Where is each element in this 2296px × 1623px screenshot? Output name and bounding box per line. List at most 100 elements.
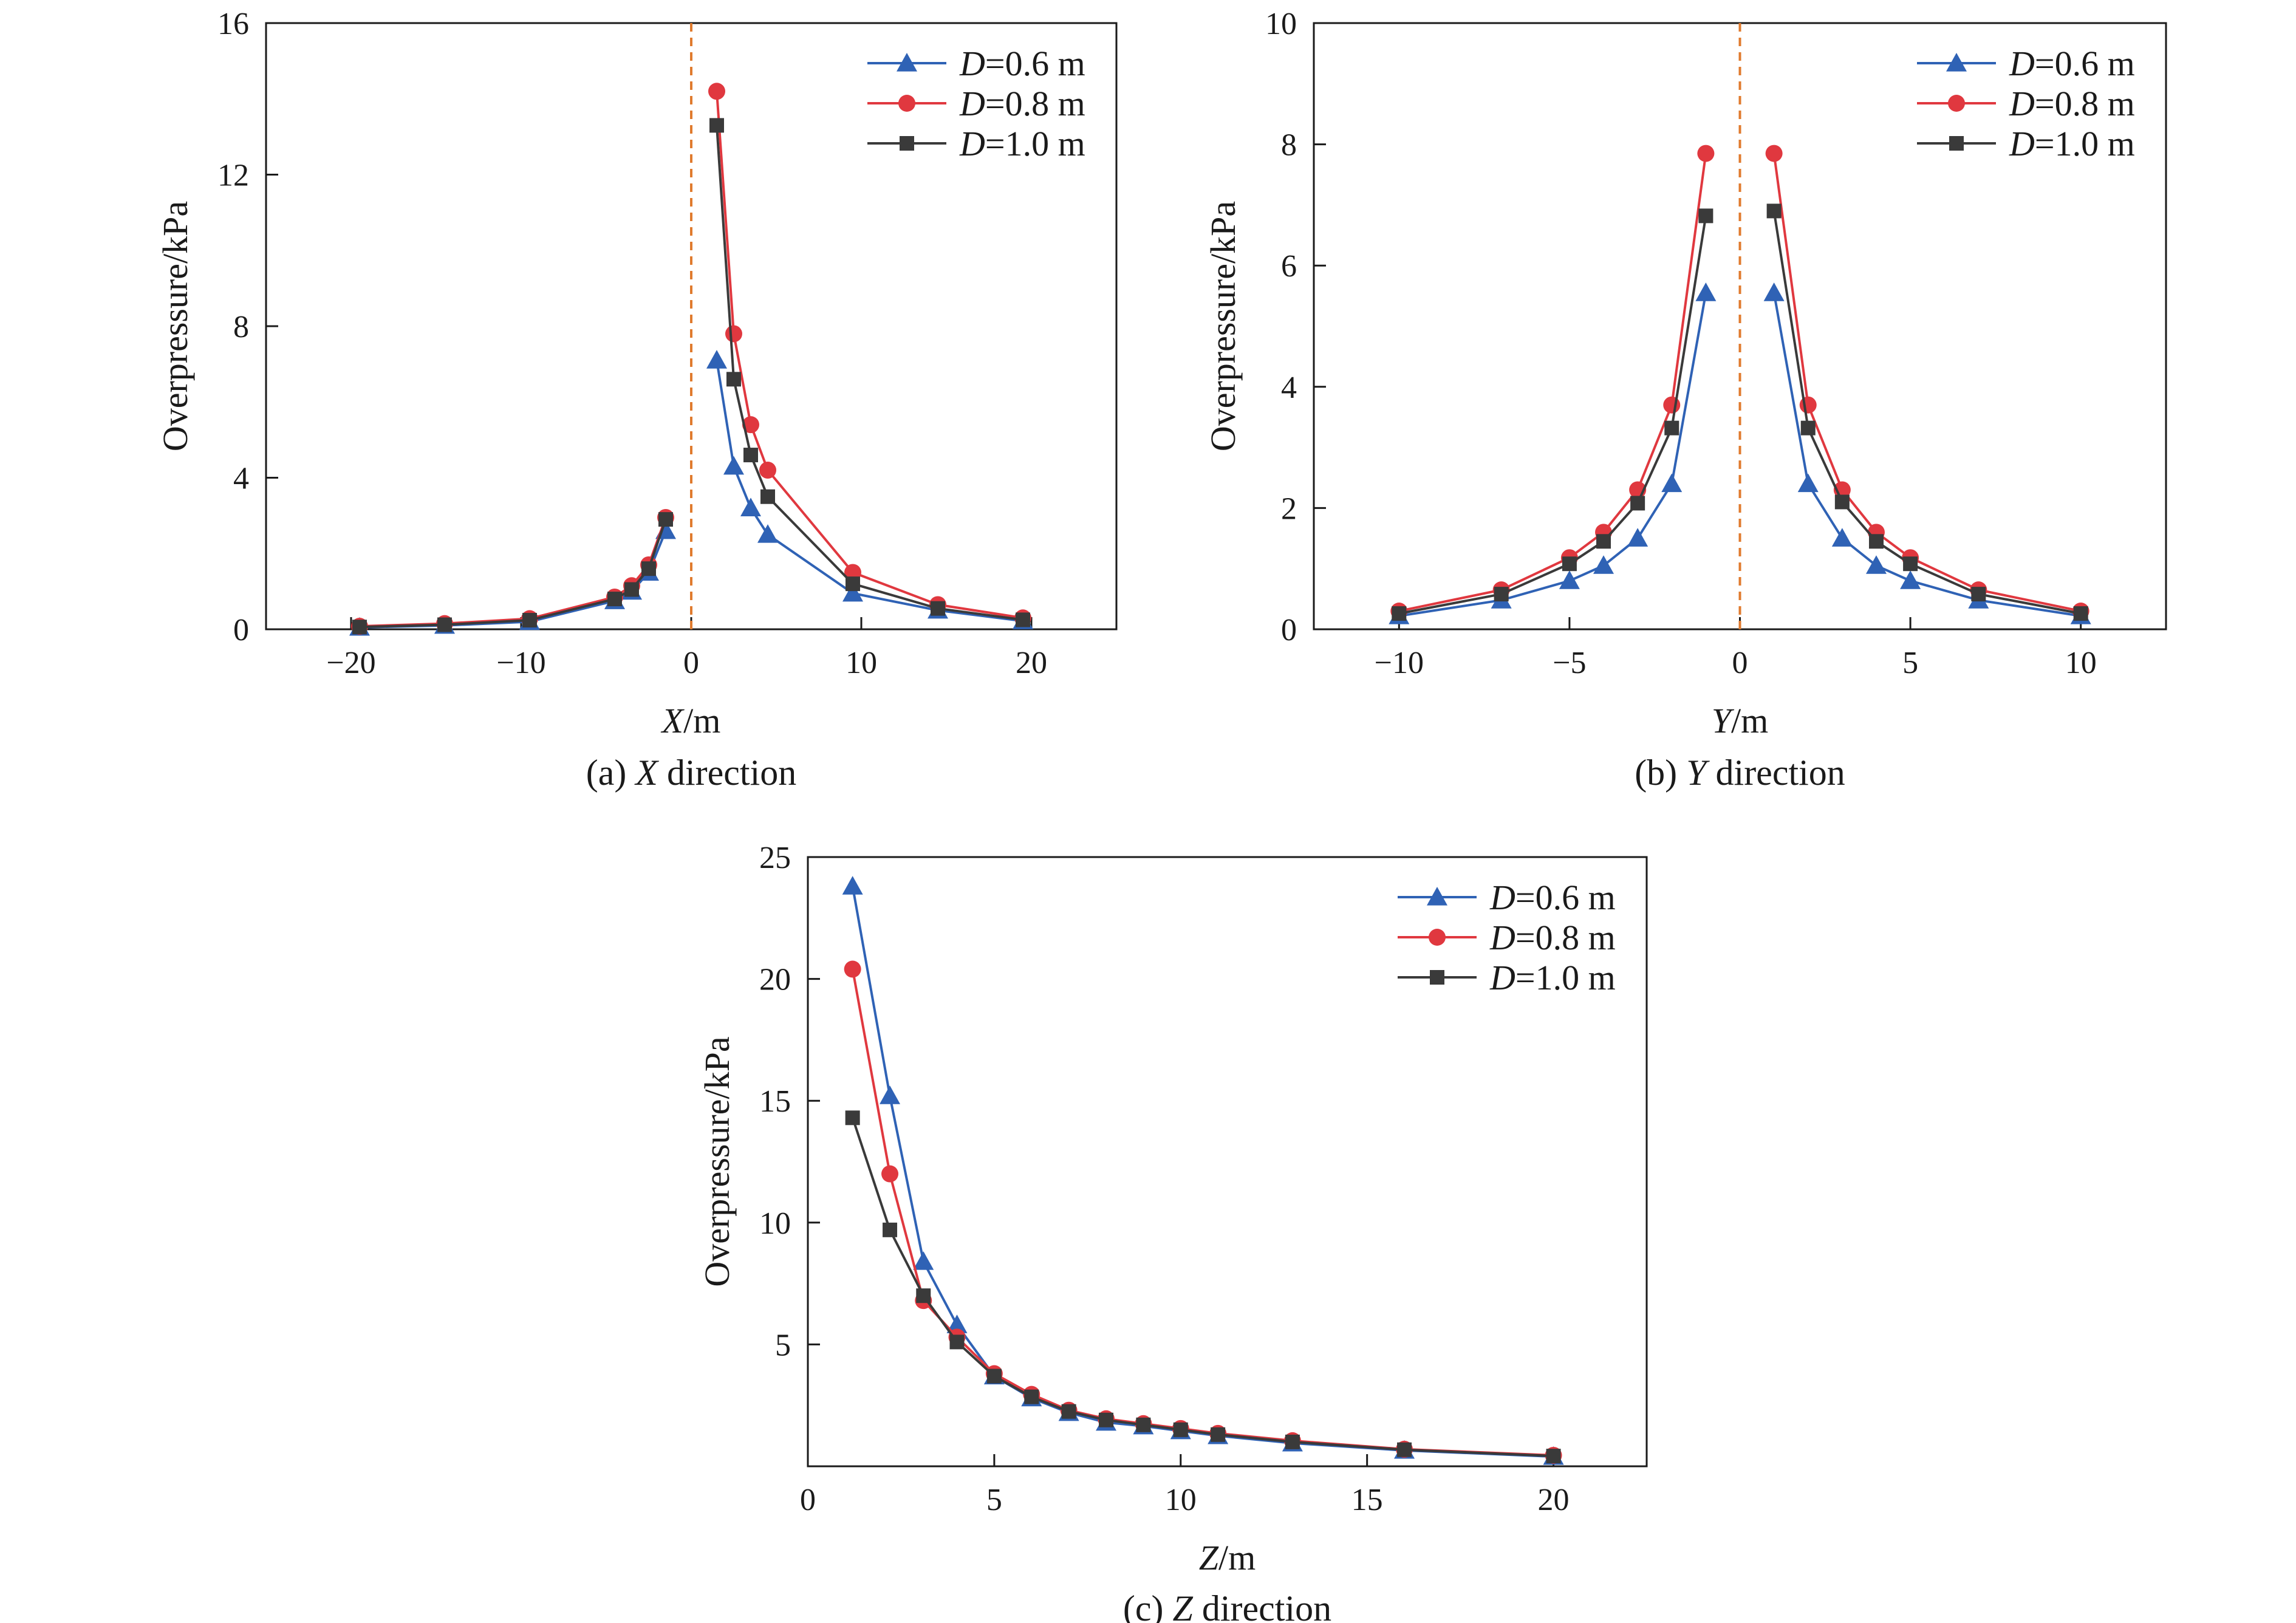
triangle-marker [880,1085,901,1104]
series-line [851,1117,1554,1458]
legend-var: D [1489,878,1515,917]
circle-marker [708,83,725,100]
series-line [359,519,667,629]
legend-label: D=0.6 m [1489,878,1616,917]
square-marker [1766,203,1782,219]
square-marker [437,617,452,632]
triangle-marker [1797,473,1819,493]
legend-label: D=0.8 m [959,84,1085,123]
legend-label: D=1.0 m [2009,124,2135,163]
x-tick-label: −5 [1553,646,1586,680]
legend-item: D=1.0 m [1398,958,1616,997]
caption-var: Y [1686,753,1710,793]
circle-marker [725,325,742,343]
x-tick-label: 5 [986,1483,1002,1517]
legend-label: D=0.8 m [1489,918,1616,957]
y-tick-label: 4 [1281,371,1297,405]
x-axis-var: Z [1199,1538,1219,1577]
triangle-marker [1900,570,1921,589]
y-tick-label: 10 [1265,7,1297,41]
square-marker [1494,587,1509,602]
legend-item: D=0.8 m [1917,84,2135,123]
legend-label: D=0.8 m [2009,84,2135,123]
legend-item: D=0.8 m [1398,918,1616,957]
triangle-marker [1763,282,1785,301]
square-marker [916,1288,931,1304]
square-marker [1971,587,1986,602]
square-marker [1868,534,1884,549]
square-marker [1698,208,1713,224]
square-marker [709,118,724,133]
square-marker [1949,136,1964,151]
square-marker [949,1334,965,1350]
y-tick-label: 10 [759,1206,791,1241]
legend-rest: =0.8 m [985,84,1085,123]
square-marker [1562,556,1577,572]
circle-marker [742,416,759,434]
circle-marker [1697,145,1715,162]
legend-rest: =0.8 m [2035,84,2135,123]
series-D10 [352,118,1030,635]
square-marker [1664,420,1679,436]
square-marker [1173,1422,1188,1437]
legend-label: D=0.6 m [959,44,1085,83]
triangle-marker [913,1251,934,1270]
legend-label: D=1.0 m [1489,958,1616,997]
legend-item: D=0.6 m [1917,44,2135,83]
y-tick-label: 20 [759,963,791,997]
triangle-marker [1831,528,1853,547]
square-marker [931,601,945,616]
y-axis-label: Overpressure/kPa [1203,201,1243,451]
triangle-marker [946,1314,968,1333]
legend-var: D [2009,84,2035,123]
y-tick-label: 0 [233,613,249,647]
triangle-marker [1559,570,1580,589]
series-line [851,886,1554,1458]
series-line [359,517,667,627]
triangle-marker [757,524,778,543]
y-tick-label: 2 [1281,491,1297,526]
series-D06 [842,876,1564,1465]
x-tick-label: 0 [683,646,699,680]
square-marker [641,561,656,576]
y-tick-label: 4 [233,462,249,496]
panel-caption: (c) Z direction [1123,1588,1331,1623]
y-tick-label: 0 [1281,613,1297,647]
triangle-marker [842,876,863,895]
square-marker [1903,556,1918,572]
square-marker [1546,1449,1561,1464]
legend-rest: =0.8 m [1515,918,1616,957]
circle-marker [1799,396,1817,414]
caption-var: X [634,753,659,793]
square-marker [760,489,775,504]
square-marker [845,1110,860,1126]
triangle-marker [1661,473,1683,493]
triangle-marker [1593,555,1614,574]
y-tick-label: 8 [1281,128,1297,163]
caption-prefix: (b) [1635,753,1686,793]
square-marker [1834,494,1850,510]
x-axis-label: X/m [661,701,721,740]
legend-var: D [959,124,985,163]
square-marker [743,448,758,463]
legend-rest: =1.0 m [1515,958,1616,997]
square-marker [900,136,914,151]
y-axis-label: Overpressure/kPa [697,1036,737,1286]
circle-marker [881,1165,899,1183]
x-tick-label: −10 [496,646,545,680]
series-line [359,530,667,629]
square-marker [352,620,367,635]
square-marker [1099,1412,1114,1427]
square-marker [1800,420,1816,436]
square-marker [1430,970,1444,985]
legend-var: D [2009,44,2035,83]
legend-rest: =1.0 m [985,124,1085,163]
x-tick-label: 0 [1732,646,1748,680]
square-marker [846,576,860,592]
caption-suffix: direction [658,753,796,793]
y-axis-label: Overpressure/kPa [155,201,195,451]
caption-prefix: (a) [586,753,636,793]
